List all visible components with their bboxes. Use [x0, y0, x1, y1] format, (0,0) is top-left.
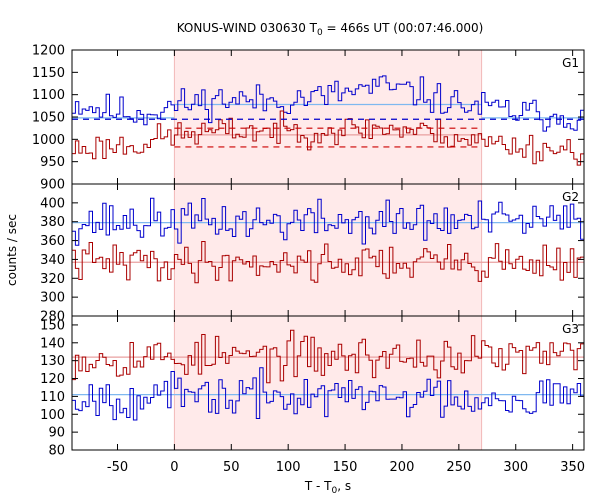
- chart-title-subscript: 0: [317, 28, 323, 38]
- panel-g3: 80 90 100 110 120 130 140 150 G3: [40, 315, 585, 459]
- x-tick-label: 100: [276, 460, 301, 475]
- y-tick-label: 120: [40, 372, 65, 387]
- y-tick-label: 1200: [32, 44, 65, 59]
- x-tick-label: -50: [107, 460, 128, 475]
- y-tick-label: 1050: [32, 111, 65, 126]
- y-tick-label: 100: [40, 408, 65, 423]
- y-tick-label: 400: [40, 196, 65, 211]
- y-tick-label: 340: [40, 253, 65, 268]
- y-tick-label: 280: [40, 310, 65, 325]
- y-tick-label: 110: [40, 390, 65, 405]
- panel-label: G3: [562, 322, 579, 336]
- y-tick-label: 1150: [32, 66, 65, 81]
- panels-group: 90095010001050110011501200G1280300320340…: [32, 44, 585, 476]
- x-tick-label: 50: [223, 460, 240, 475]
- panel-label: G2: [562, 190, 579, 204]
- x-tick-label: 250: [446, 460, 471, 475]
- step-series-red-g1: [72, 110, 584, 166]
- step-series-red-g2: [72, 241, 584, 284]
- shaded-interval-g3: [174, 316, 482, 450]
- y-tick-label: 150: [40, 318, 65, 333]
- y-tick-label: 1100: [32, 88, 65, 103]
- chart-title-rest: = 466s UT (00:07:46.000): [323, 21, 484, 35]
- y-tick-label: 360: [40, 234, 65, 249]
- x-tick-label: 350: [560, 460, 585, 475]
- x-tick-label: 300: [503, 460, 528, 475]
- y-tick-label: 140: [40, 336, 65, 351]
- x-axis-label-subscript: 0: [332, 486, 338, 496]
- chart-title: KONUS-WIND 030630 T0 = 466s UT (00:07:46…: [177, 21, 484, 38]
- y-tick-label: 1000: [32, 133, 65, 148]
- shaded-interval-g1: [174, 50, 482, 184]
- x-tick-label: 0: [170, 460, 178, 475]
- panel-label: G1: [562, 56, 579, 70]
- y-tick-label: 80: [48, 444, 65, 459]
- x-tick-label: 150: [333, 460, 358, 475]
- step-series-blue-g2: [72, 197, 584, 246]
- x-axis-label-main: T - T: [304, 479, 332, 493]
- y-tick-label: 130: [40, 354, 65, 369]
- y-tick-label: 90: [48, 426, 65, 441]
- step-series-blue-g1: [72, 75, 584, 132]
- y-tick-label: 950: [40, 155, 65, 170]
- y-tick-label: 900: [40, 178, 65, 193]
- step-series-red-g3: [72, 329, 584, 384]
- panel-g1: 900 950 1000 1050 1100 1150 1200 G1: [32, 44, 585, 193]
- y-tick-label: 320: [40, 272, 65, 287]
- chart-title-main: KONUS-WIND 030630 T: [177, 21, 318, 35]
- y-axis-label: counts / sec: [5, 214, 19, 286]
- y-tick-label: 300: [40, 291, 65, 306]
- panel-frame-g3: [71, 315, 585, 451]
- step-series-blue-g3: [72, 367, 584, 421]
- panel-g2: 280 300 320 340 360 380 400 G2: [40, 183, 585, 325]
- x-axis-label-rest: , s: [337, 479, 351, 493]
- y-tick-label: 380: [40, 215, 65, 230]
- x-tick-label: 200: [390, 460, 415, 475]
- x-axis-label: T - T0, s: [304, 479, 351, 496]
